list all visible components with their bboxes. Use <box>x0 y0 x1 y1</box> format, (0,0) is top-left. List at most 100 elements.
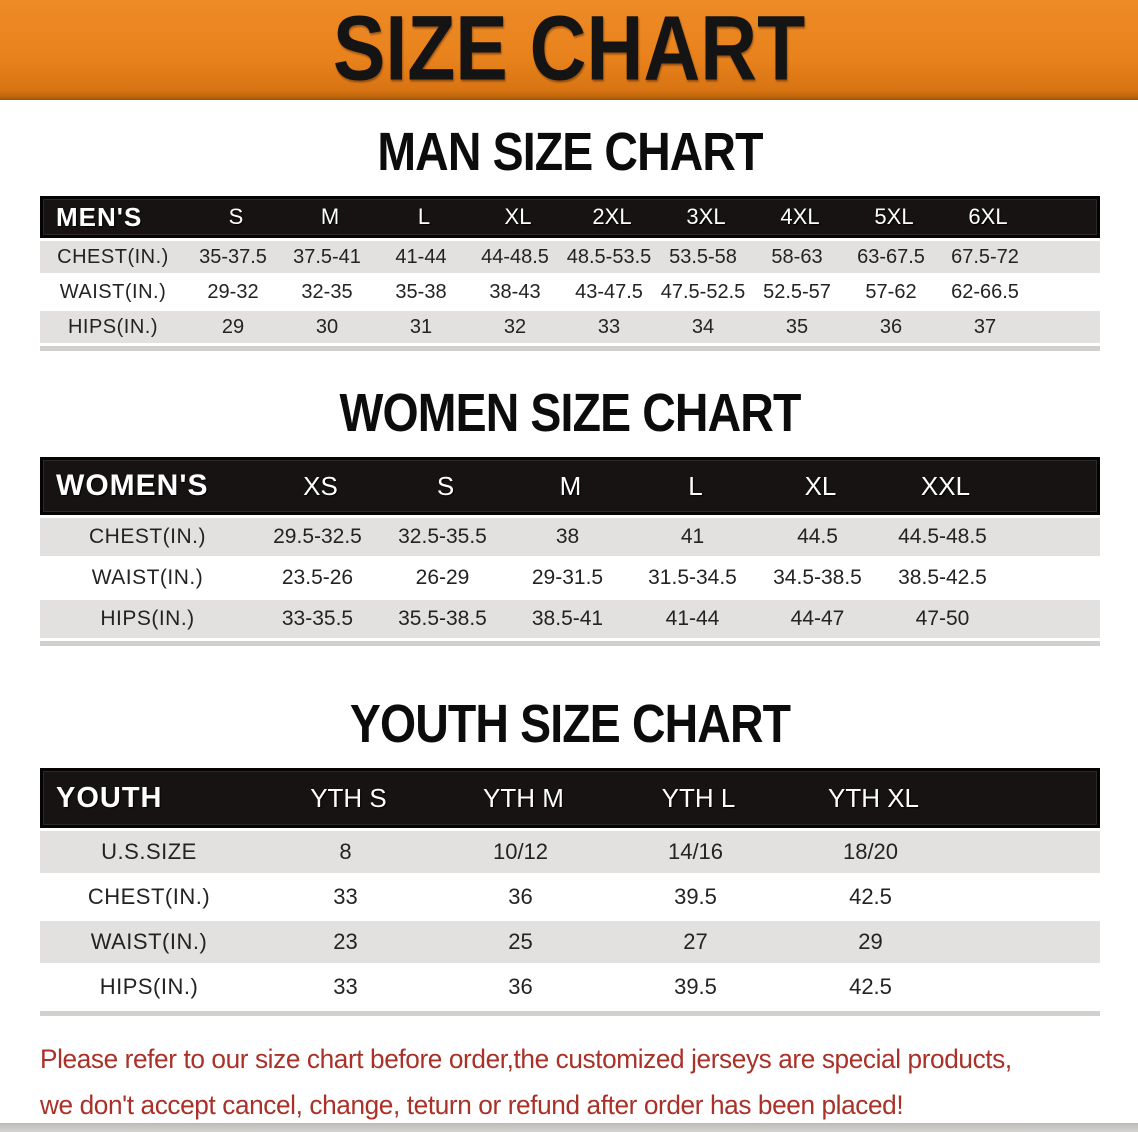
table-cell: 32 <box>503 315 527 338</box>
table-cell: 62-66.5 <box>951 280 1019 303</box>
table-cell: 35 <box>785 315 809 338</box>
table-cell: 29 <box>858 929 883 954</box>
table-cell: 47-50 <box>915 607 970 630</box>
table-cell: 35-38 <box>395 280 447 303</box>
table-row: HIPS(IN.) 33 36 39.5 42.5 <box>40 966 1100 1008</box>
section-title: WOMEN SIZE CHART <box>40 383 1100 443</box>
table-cell: 29.5-32.5 <box>273 525 362 548</box>
section-title-text: WOMEN SIZE CHART <box>339 383 802 443</box>
table-row: HIPS(IN.) 33-35.5 35.5-38.5 38.5-41 41-44 44-… <box>40 600 1100 638</box>
table-cell: 29-31.5 <box>531 566 604 589</box>
row-label: U.S.SIZE <box>101 839 197 864</box>
table-cell: 44.5 <box>797 525 838 548</box>
table-row: CHEST(IN.) 29.5-32.5 32.5-35.5 38 41 44.5 44.5… <box>40 518 1100 556</box>
column-header: 2XL <box>592 204 632 229</box>
column-header: XL <box>504 204 532 229</box>
table-cell: 58-63 <box>771 245 823 268</box>
table-cell: 31.5-34.5 <box>648 566 737 589</box>
table-header-label: MEN'S <box>56 201 143 232</box>
table-cell: 26-29 <box>415 566 470 589</box>
column-header: YTH S <box>310 782 387 813</box>
column-header: YTH XL <box>827 782 920 813</box>
row-label: HIPS(IN.) <box>99 974 199 999</box>
table-cell: 39.5 <box>674 884 717 909</box>
table-cell: 29-32 <box>207 280 259 303</box>
bottom-edge-strip <box>0 1123 1138 1132</box>
table-cell: 43-47.5 <box>575 280 643 303</box>
section-title: YOUTH SIZE CHART <box>40 694 1100 754</box>
table-cell: 37.5-41 <box>293 245 361 268</box>
table-cell: 30 <box>315 315 339 338</box>
table-cell: 44.5-48.5 <box>898 525 987 548</box>
section-title-text: MAN SIZE CHART <box>377 122 763 182</box>
table-cell: 38-43 <box>489 280 541 303</box>
table-cell: 14/16 <box>667 839 724 864</box>
table-cell: 38.5-41 <box>531 607 604 630</box>
table-cell: 39.5 <box>674 974 717 999</box>
table-row: CHEST(IN.) 35-37.5 37.5-41 41-44 44-48.5 48.5… <box>40 241 1100 273</box>
column-header: XXL <box>920 470 971 501</box>
table-cell: 42.5 <box>849 884 892 909</box>
table-cell: 23.5-26 <box>281 566 354 589</box>
table-row: CHEST(IN.) 33 36 39.5 42.5 <box>40 876 1100 918</box>
table-cell: 47.5-52.5 <box>660 280 746 303</box>
column-header: 6XL <box>968 204 1008 229</box>
table-row: WAIST(IN.) 23.5-26 26-29 29-31.5 31.5-34.5 34… <box>40 559 1100 597</box>
table-cell: 36 <box>508 974 533 999</box>
disclaimer-line-1: Please refer to our size chart before or… <box>40 1044 1012 1074</box>
row-label: CHEST(IN.) <box>89 525 206 548</box>
table-cell: 10/12 <box>492 839 549 864</box>
table-cell: 34.5-38.5 <box>773 566 862 589</box>
size-chart-sections: MAN SIZE CHART MEN'S S M L XL 2XL 3XL 4XL 5XL 6XL C… <box>40 122 1100 1016</box>
table-end-bar <box>40 346 1100 351</box>
table-cell: 33 <box>333 974 358 999</box>
table-cell: 35.5-38.5 <box>398 607 487 630</box>
table-end-bar <box>40 1011 1100 1016</box>
table-cell: 25 <box>508 929 533 954</box>
size-table: MEN'S S M L XL 2XL 3XL 4XL 5XL 6XL CHEST(IN.) 35-37… <box>40 196 1100 351</box>
table-cell: 23 <box>333 929 358 954</box>
table-cell: 33 <box>333 884 358 909</box>
column-header: XS <box>303 470 338 501</box>
table-cell: 48.5-53.5 <box>566 245 652 268</box>
column-header: 3XL <box>686 204 726 229</box>
table-cell: 52.5-57 <box>763 280 831 303</box>
table-cell: 41-44 <box>665 607 720 630</box>
table-row: U.S.SIZE 8 10/12 14/16 18/20 <box>40 831 1100 873</box>
table-cell: 41-44 <box>395 245 447 268</box>
row-label: HIPS(IN.) <box>100 607 195 630</box>
table-cell: 32-35 <box>301 280 353 303</box>
column-header: L <box>688 470 703 501</box>
column-header: M <box>559 470 582 501</box>
table-cell: 42.5 <box>849 974 892 999</box>
row-label: CHEST(IN.) <box>57 245 169 268</box>
table-cell: 8 <box>339 839 352 864</box>
disclaimer-note: Please refer to our size chart before or… <box>40 1036 1138 1128</box>
section-title: MAN SIZE CHART <box>40 122 1100 182</box>
table-row: WAIST(IN.) 29-32 32-35 35-38 38-43 43-47.5 47.… <box>40 276 1100 308</box>
table-header-row: YOUTH YTH S YTH M YTH L YTH XL <box>40 768 1100 828</box>
column-header: S <box>436 470 455 501</box>
table-cell: 33 <box>597 315 621 338</box>
column-header: 5XL <box>874 204 914 229</box>
size-chart-banner: SIZE CHART <box>0 0 1138 100</box>
table-cell: 38.5-42.5 <box>898 566 987 589</box>
column-header: S <box>228 204 244 229</box>
row-label: WAIST(IN.) <box>91 566 204 589</box>
table-cell: 38 <box>555 525 580 548</box>
table-header-row: MEN'S S M L XL 2XL 3XL 4XL 5XL 6XL <box>40 196 1100 238</box>
size-table: WOMEN'S XS S M L XL XXL CHEST(IN.) 29.5-32.5 32.5… <box>40 457 1100 646</box>
row-label: WAIST(IN.) <box>90 929 208 954</box>
section-title-text: YOUTH SIZE CHART <box>349 694 791 754</box>
table-cell: 37 <box>973 315 997 338</box>
table-cell: 57-62 <box>865 280 917 303</box>
table-cell: 36 <box>508 884 533 909</box>
table-header-label: WOMEN'S <box>56 469 209 502</box>
disclaimer-line-2: we don't accept cancel, change, teturn o… <box>40 1090 904 1120</box>
column-header: YTH L <box>661 782 736 813</box>
table-cell: 44-47 <box>790 607 845 630</box>
table-cell: 41 <box>680 525 705 548</box>
table-cell: 63-67.5 <box>857 245 925 268</box>
table-cell: 29 <box>221 315 245 338</box>
row-label: HIPS(IN.) <box>67 315 159 338</box>
